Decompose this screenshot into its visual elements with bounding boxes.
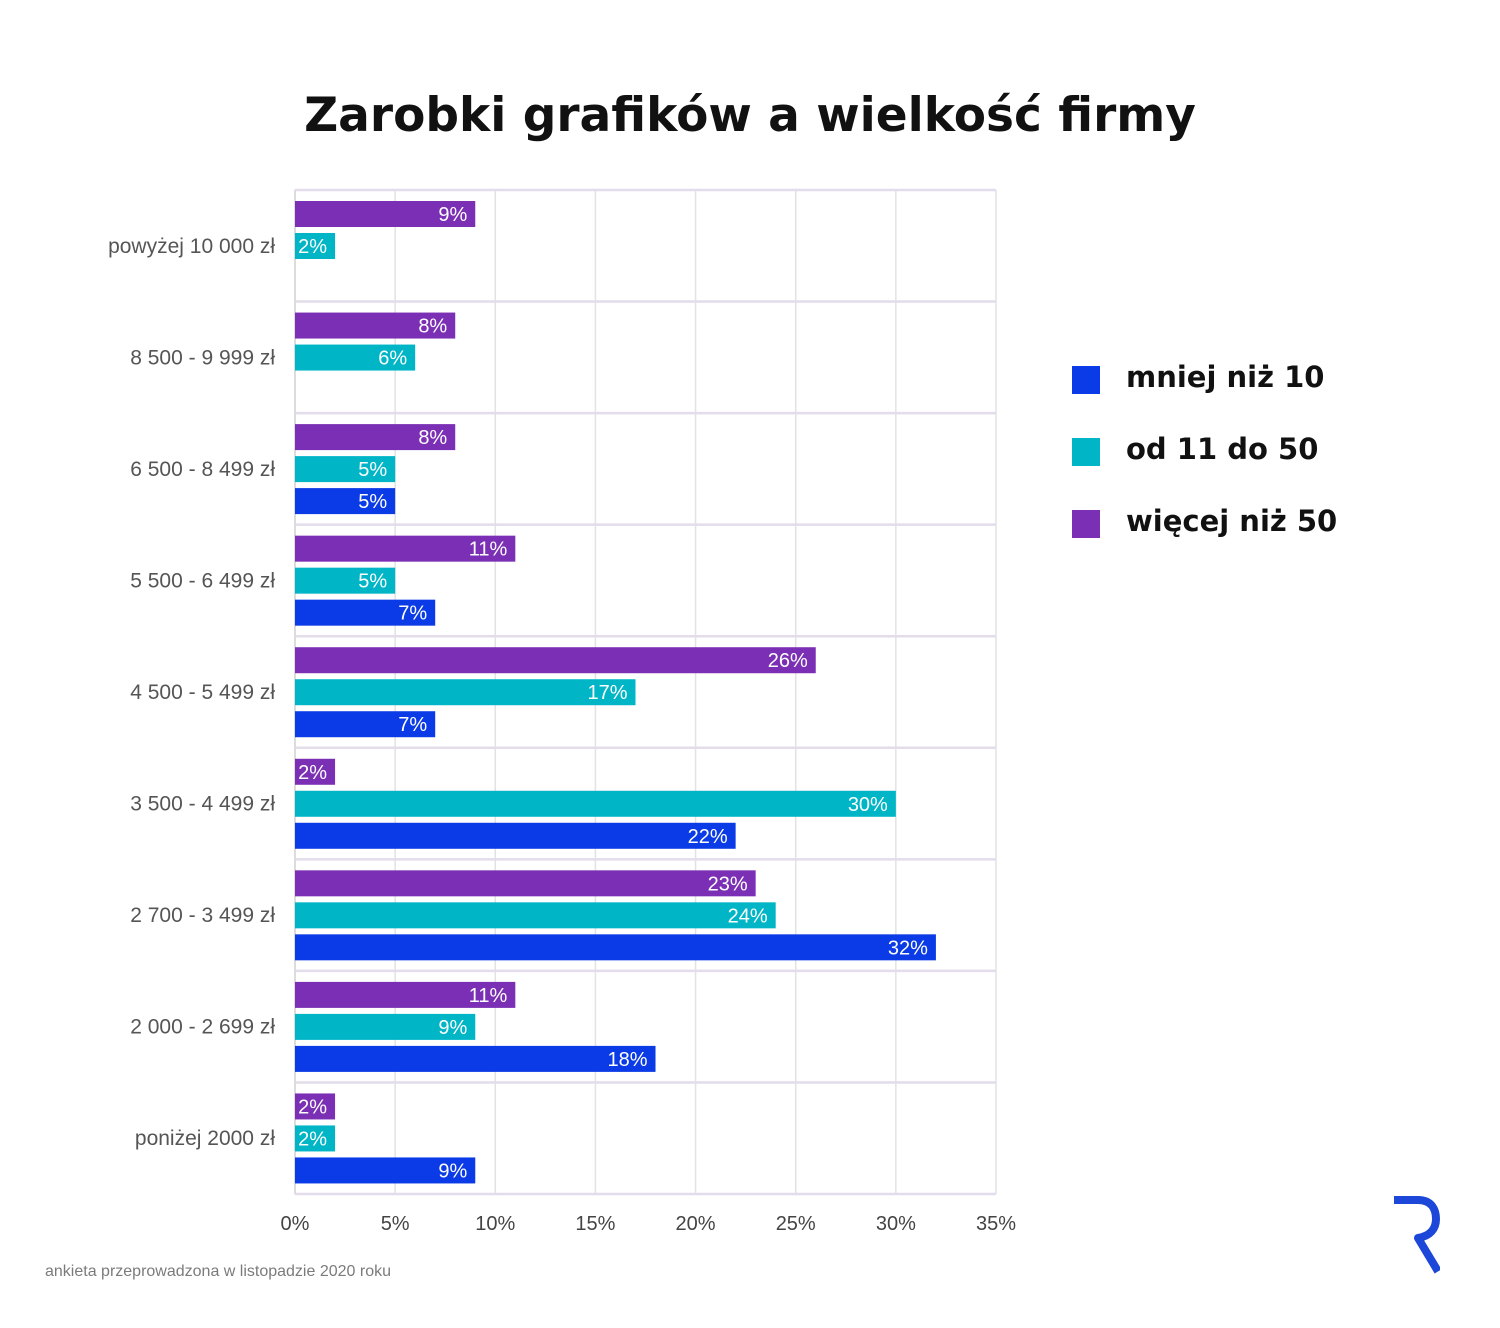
brand-logo-icon — [1394, 1196, 1440, 1274]
bar — [295, 535, 516, 562]
bar-value-label: 7% — [398, 714, 427, 736]
bar-value-label: 2% — [298, 1128, 327, 1150]
x-tick-label: 15% — [575, 1213, 615, 1235]
bar — [295, 679, 636, 706]
bar-value-label: 8% — [418, 316, 447, 338]
footnote: ankieta przeprowadzona w listopadzie 202… — [45, 1263, 391, 1280]
bar-value-label: 11% — [469, 539, 508, 561]
y-category-label: poniżej 2000 zł — [135, 1127, 275, 1150]
bar — [295, 902, 776, 929]
legend-swatch-wiecej-niz-50 — [1072, 510, 1100, 538]
bar — [295, 981, 516, 1008]
x-tick-label: 30% — [876, 1213, 916, 1235]
legend-swatch-mniej-niz-10 — [1072, 366, 1100, 394]
bar-value-label: 17% — [587, 682, 627, 704]
bar — [295, 201, 476, 227]
bar-value-label: 2% — [298, 236, 327, 258]
bar — [295, 1093, 336, 1120]
x-tick-label: 20% — [676, 1213, 716, 1235]
bar-value-label: 24% — [728, 905, 768, 927]
bar — [295, 233, 336, 259]
bar — [295, 488, 396, 515]
chart-title: Zarobki grafików a wielkość firmy — [304, 88, 1196, 143]
bar — [295, 312, 456, 339]
bar — [295, 822, 736, 849]
x-tick-label: 25% — [776, 1213, 816, 1235]
bar — [295, 567, 396, 594]
bar-value-label: 32% — [888, 937, 928, 959]
bar-value-label: 5% — [358, 571, 387, 593]
bar — [295, 870, 756, 897]
bar — [295, 424, 456, 451]
x-tick-label: 5% — [381, 1213, 410, 1235]
y-category-label: 3 500 - 4 499 zł — [130, 793, 275, 816]
y-category-label: powyżej 10 000 zł — [108, 235, 275, 258]
bar — [295, 1013, 476, 1040]
y-category-label: 4 500 - 5 499 zł — [130, 681, 275, 704]
bar — [295, 711, 436, 738]
bar — [295, 599, 436, 626]
bar-value-label: 5% — [358, 459, 387, 481]
bar-value-label: 6% — [378, 348, 407, 370]
y-category-label: 5 500 - 6 499 zł — [130, 569, 275, 592]
y-category-label: 6 500 - 8 499 zł — [130, 458, 275, 481]
bar-value-label: 11% — [469, 985, 508, 1007]
bar-value-label: 9% — [438, 1017, 467, 1039]
bar — [295, 758, 336, 785]
bar-value-label: 7% — [398, 603, 427, 625]
y-category-label: 2 700 - 3 499 zł — [130, 904, 275, 927]
bar-value-label: 22% — [688, 826, 728, 848]
bar-value-label: 5% — [358, 491, 387, 513]
y-category-label: 2 000 - 2 699 zł — [130, 1016, 275, 1039]
bar — [295, 647, 816, 674]
x-tick-label: 35% — [976, 1213, 1016, 1235]
bar — [295, 934, 936, 961]
bar — [295, 344, 416, 371]
bar — [295, 456, 396, 483]
legend-label-mniej-niz-10: mniej niż 10 — [1126, 360, 1325, 394]
bar-value-label: 8% — [418, 427, 447, 449]
x-tick-label: 10% — [475, 1213, 515, 1235]
y-category-label: 8 500 - 9 999 zł — [130, 346, 275, 369]
bar-value-label: 2% — [298, 762, 327, 784]
bar — [295, 1125, 336, 1152]
bar-value-label: 26% — [768, 650, 808, 672]
bar — [295, 1045, 656, 1072]
bar-value-label: 9% — [438, 1160, 467, 1182]
x-tick-label: 0% — [281, 1213, 310, 1235]
legend-label-od-11-do-50: od 11 do 50 — [1126, 432, 1319, 466]
bar-value-label: 23% — [708, 873, 748, 895]
bar-value-label: 30% — [848, 794, 888, 816]
bar — [295, 790, 896, 817]
legend-swatch-od-11-do-50 — [1072, 438, 1100, 466]
bar — [295, 1157, 476, 1184]
bar-value-label: 18% — [607, 1049, 647, 1071]
legend-label-wiecej-niz-50: więcej niż 50 — [1126, 504, 1338, 538]
bar-value-label: 9% — [438, 204, 467, 226]
bar-value-label: 2% — [298, 1096, 327, 1118]
